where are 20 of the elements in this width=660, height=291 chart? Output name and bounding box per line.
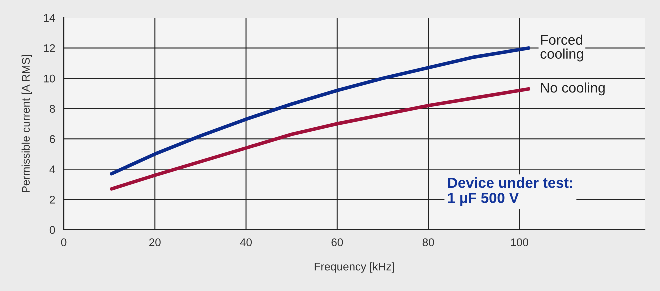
y-tick-label: 10 bbox=[44, 74, 56, 83]
x-tick-label: 100 bbox=[511, 238, 529, 246]
y-tick-label: 14 bbox=[44, 14, 56, 22]
y-axis-title: Permissible current [A RMS] bbox=[22, 55, 32, 193]
y-tick-label: 4 bbox=[50, 166, 56, 174]
x-tick-label: 80 bbox=[422, 238, 434, 246]
y-tick-label: 0 bbox=[50, 226, 56, 234]
x-axis-title: Frequency [kHz] bbox=[314, 262, 394, 273]
x-tick-label: 20 bbox=[150, 238, 161, 246]
x-tick-label: 60 bbox=[332, 238, 344, 246]
x-tick-label: 40 bbox=[240, 238, 252, 246]
line-series bbox=[110, 46, 531, 176]
y-tick-label: 2 bbox=[50, 196, 56, 204]
series-label: Forced cooling bbox=[540, 34, 584, 62]
x-tick-label: 0 bbox=[61, 238, 67, 246]
y-tick-label: 6 bbox=[50, 135, 56, 144]
annotation: Device under test: 1 µF 500 V bbox=[448, 177, 572, 206]
y-tick-label: 12 bbox=[44, 44, 56, 52]
y-tick-label: 8 bbox=[50, 105, 56, 113]
series-label: No cooling bbox=[541, 82, 605, 96]
